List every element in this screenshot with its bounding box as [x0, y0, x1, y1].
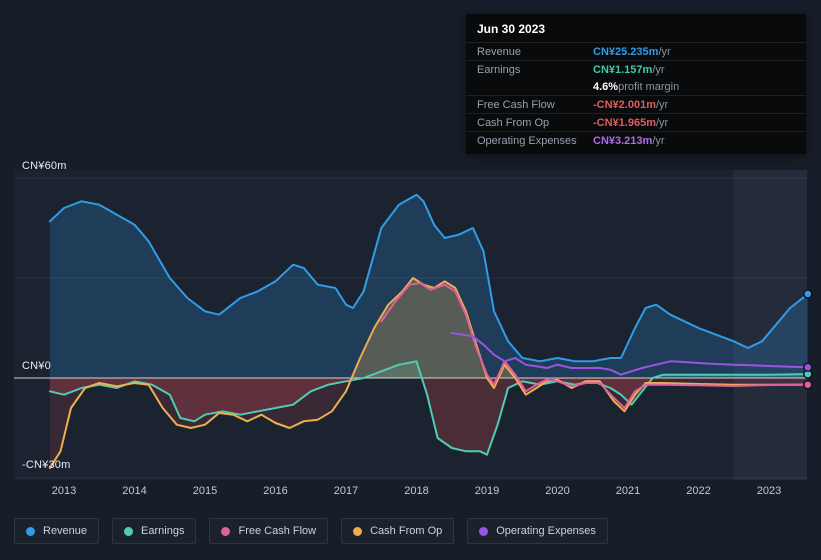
tooltip-row-value: -CN¥1.965m: [593, 116, 656, 129]
tooltip-row-suffix: /yr: [658, 45, 671, 58]
tooltip-row-value: -CN¥2.001m: [593, 98, 656, 111]
tooltip-row-suffix: profit margin: [618, 80, 680, 93]
x-axis-label: 2014: [122, 485, 147, 497]
legend-item-earnings[interactable]: Earnings: [112, 518, 197, 544]
tooltip-row-label: Revenue: [477, 45, 522, 58]
tooltip-row-value: CN¥1.157m: [593, 63, 653, 76]
x-axis-label: 2021: [615, 485, 641, 497]
tooltip-row-label: Operating Expenses: [477, 134, 577, 147]
tooltip-row-suffix: /yr: [655, 116, 669, 129]
x-axis-label: 2017: [333, 485, 359, 497]
tooltip-row-suffix: /yr: [652, 134, 665, 147]
legend-dot-icon: [124, 526, 134, 536]
y-axis-label-zero: CN¥0: [22, 360, 51, 372]
x-axis-label: 2020: [545, 485, 570, 497]
x-axis-label: 2013: [51, 485, 77, 497]
legend-label: Earnings: [141, 525, 185, 537]
legend-dot-icon: [479, 526, 489, 536]
legend-item-free-cash-flow[interactable]: Free Cash Flow: [209, 518, 329, 544]
x-axis-label: 2022: [686, 485, 711, 497]
tooltip-row-label: Free Cash Flow: [477, 98, 555, 111]
y-axis-label-bottom: -CN¥30m: [22, 459, 71, 471]
tooltip-row-revenue: Revenue CN¥25.235m /yr: [466, 42, 806, 60]
tooltip-row-operating-expenses: Operating Expenses CN¥3.213m /yr: [466, 131, 806, 149]
tooltip-row-cash-from-op: Cash From Op -CN¥1.965m /yr: [466, 113, 806, 131]
tooltip-row-value: 4.6%: [593, 80, 619, 93]
legend-label: Operating Expenses: [496, 525, 596, 537]
tooltip-date: Jun 30 2023: [477, 22, 546, 36]
legend-label: Free Cash Flow: [238, 525, 317, 537]
tooltip-row-value: CN¥3.213m: [593, 134, 653, 147]
legend-dot-icon: [353, 526, 363, 536]
tooltip-row-profit-margin: 4.6% profit margin: [466, 78, 806, 95]
tooltip-rows: Revenue CN¥25.235m /yr Earnings CN¥1.157m /…: [466, 42, 806, 149]
tooltip-row-suffix: /yr: [652, 63, 665, 76]
x-axis-label: 2023: [756, 485, 782, 497]
y-axis-label-top: CN¥60m: [22, 160, 67, 172]
tooltip-row-value: CN¥25.235m: [593, 45, 659, 58]
legend-dot-icon: [26, 526, 35, 536]
tooltip-row-free-cash-flow: Free Cash Flow -CN¥2.001m /yr: [466, 95, 806, 113]
tooltip-row-earnings: Earnings CN¥1.157m /yr: [466, 60, 806, 78]
tooltip-row-label: Earnings: [477, 63, 521, 76]
tooltip-row-suffix: /yr: [655, 98, 669, 111]
legend-dot-icon: [221, 526, 231, 536]
x-axis-label: 2016: [263, 485, 288, 497]
legend-label: Cash From Op: [370, 525, 443, 537]
x-axis-label: 2018: [404, 485, 429, 497]
legend-item-operating-expenses[interactable]: Operating Expenses: [467, 518, 608, 544]
tooltip: Jun 30 2023 Revenue CN¥25.235m /yr Earning…: [466, 14, 806, 154]
x-axis-label: 2019: [474, 485, 500, 497]
tooltip-row-label: Cash From Op: [477, 116, 550, 129]
legend: Revenue Earnings Free Cash Flow Cash From O…: [14, 518, 608, 544]
legend-label: Revenue: [43, 525, 88, 537]
legend-item-cash-from-op[interactable]: Cash From Op: [341, 518, 455, 544]
x-axis-label: 2015: [192, 485, 218, 497]
legend-item-revenue[interactable]: Revenue: [14, 518, 100, 544]
